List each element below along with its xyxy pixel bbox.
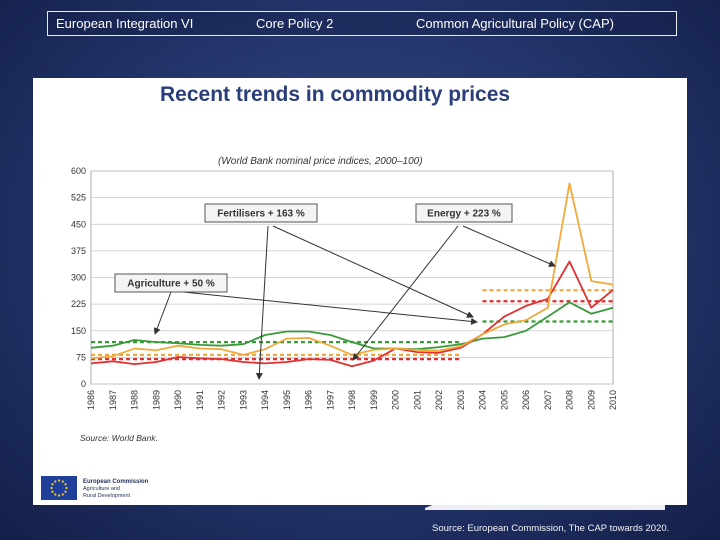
series-line-agriculture xyxy=(90,301,614,351)
logo-line-1: European Commission xyxy=(83,479,149,485)
annotation-box-energy xyxy=(415,203,513,223)
x-tick-label: 2001 xyxy=(412,390,422,410)
annotation-arrows xyxy=(153,225,556,380)
y-tick-label: 525 xyxy=(71,193,86,203)
y-tick-label: 75 xyxy=(76,352,86,362)
x-tick-label: 2007 xyxy=(543,390,553,410)
annotation-arrow-fertilisers xyxy=(255,225,269,380)
x-tick-label: 2000 xyxy=(391,390,401,410)
topic-title: Common Agricultural Policy (CAP) xyxy=(416,16,614,31)
x-tick-label: 2008 xyxy=(565,390,575,410)
y-tick-label: 450 xyxy=(71,219,86,229)
x-tick-label: 1987 xyxy=(108,390,118,410)
x-tick-label: 1991 xyxy=(195,390,205,410)
annotation-label-agriculture: Agriculture + 50 % xyxy=(127,279,215,290)
x-tick-label: 1989 xyxy=(151,390,161,410)
eu-star-icon xyxy=(51,483,54,486)
course-title: European Integration VI xyxy=(56,16,194,31)
y-tick-label: 150 xyxy=(71,326,86,336)
eu-star-icon xyxy=(54,480,57,483)
x-tick-label: 1995 xyxy=(282,390,292,410)
x-tick-label: 1996 xyxy=(304,390,314,410)
eu-star-icon xyxy=(51,490,54,493)
logo-line-3: Rural Development xyxy=(83,493,131,499)
x-tick-label: 1998 xyxy=(347,390,357,410)
eu-star-icon xyxy=(61,493,64,496)
x-tick-label: 1999 xyxy=(369,390,379,410)
x-tick-label: 2005 xyxy=(499,390,509,410)
x-tick-label: 1993 xyxy=(238,390,248,410)
chart-title: Recent trends in commodity prices xyxy=(160,83,510,106)
series-line-energy xyxy=(90,182,614,360)
slide-header: European Integration VI Core Policy 2 Co… xyxy=(47,11,677,36)
logo-line-2: Agriculture and xyxy=(83,486,120,492)
eu-star-icon xyxy=(61,480,64,483)
x-tick-label: 2004 xyxy=(478,390,488,410)
landscape-silhouette-icon xyxy=(425,466,665,510)
x-tick-label: 1990 xyxy=(173,390,183,410)
annotation-label-fertilisers: Fertilisers + 163 % xyxy=(217,209,305,220)
y-tick-label: 225 xyxy=(71,299,86,309)
eu-star-icon xyxy=(50,486,53,490)
series-lines xyxy=(90,182,614,368)
x-tick-label: 1986 xyxy=(86,390,96,410)
annotation-box-fertilisers xyxy=(204,203,318,223)
x-tick-label: 2002 xyxy=(434,390,444,410)
eu-star-icon xyxy=(64,490,67,493)
annotation-arrow-agriculture xyxy=(153,291,172,335)
annotation-label-energy: Energy + 223 % xyxy=(427,209,501,220)
y-axis: 0 75 150 225 300 375 450 525 600 xyxy=(71,166,86,389)
annotation-boxes: Fertilisers + 163 % Energy + 223 % Agricul… xyxy=(114,203,513,293)
annotation-arrow-fertilisers xyxy=(272,225,474,318)
reference-lines xyxy=(91,289,613,361)
annotation-arrow-energy xyxy=(352,225,459,361)
x-tick-label: 2009 xyxy=(586,390,596,410)
eu-star-icon xyxy=(57,494,61,497)
commodity-price-chart: Recent trends in commodity prices (World… xyxy=(41,83,618,500)
x-tick-label: 1988 xyxy=(130,390,140,410)
y-tick-label: 375 xyxy=(71,246,86,256)
x-tick-label: 1994 xyxy=(260,390,270,410)
x-tick-label: 2006 xyxy=(521,390,531,410)
y-tick-label: 0 xyxy=(81,379,86,389)
chart-panel: Recent trends in commodity prices (World… xyxy=(33,78,687,505)
annotation-arrow-agriculture xyxy=(182,291,478,325)
y-tick-label: 300 xyxy=(71,273,86,283)
slide-source: Source: European Commission, The CAP tow… xyxy=(432,523,670,534)
x-tick-label: 1997 xyxy=(325,390,335,410)
eu-logo: European Commission Agriculture and Rura… xyxy=(41,476,149,500)
chart-source: Source: World Bank. xyxy=(80,433,158,443)
chart-subtitle: (World Bank nominal price indices, 2000–… xyxy=(218,156,423,167)
y-tick-label: 600 xyxy=(71,166,86,176)
annotation-arrow-energy xyxy=(462,225,556,267)
x-tick-label: 2003 xyxy=(456,390,466,410)
eu-star-icon xyxy=(64,483,67,486)
series-line-fertilisers xyxy=(90,260,614,368)
annotation-box-agriculture xyxy=(114,273,228,293)
x-tick-label: 1992 xyxy=(217,390,227,410)
eu-stars-icon xyxy=(50,479,68,497)
x-axis: 1986 1987 1988 1989 1990 1991 1992 1993 1994 1995… xyxy=(86,390,618,410)
eu-star-icon xyxy=(57,479,61,482)
eu-star-icon xyxy=(54,493,57,496)
eu-star-icon xyxy=(65,486,68,490)
section-title: Core Policy 2 xyxy=(256,16,334,31)
x-tick-label: 2010 xyxy=(608,390,618,410)
